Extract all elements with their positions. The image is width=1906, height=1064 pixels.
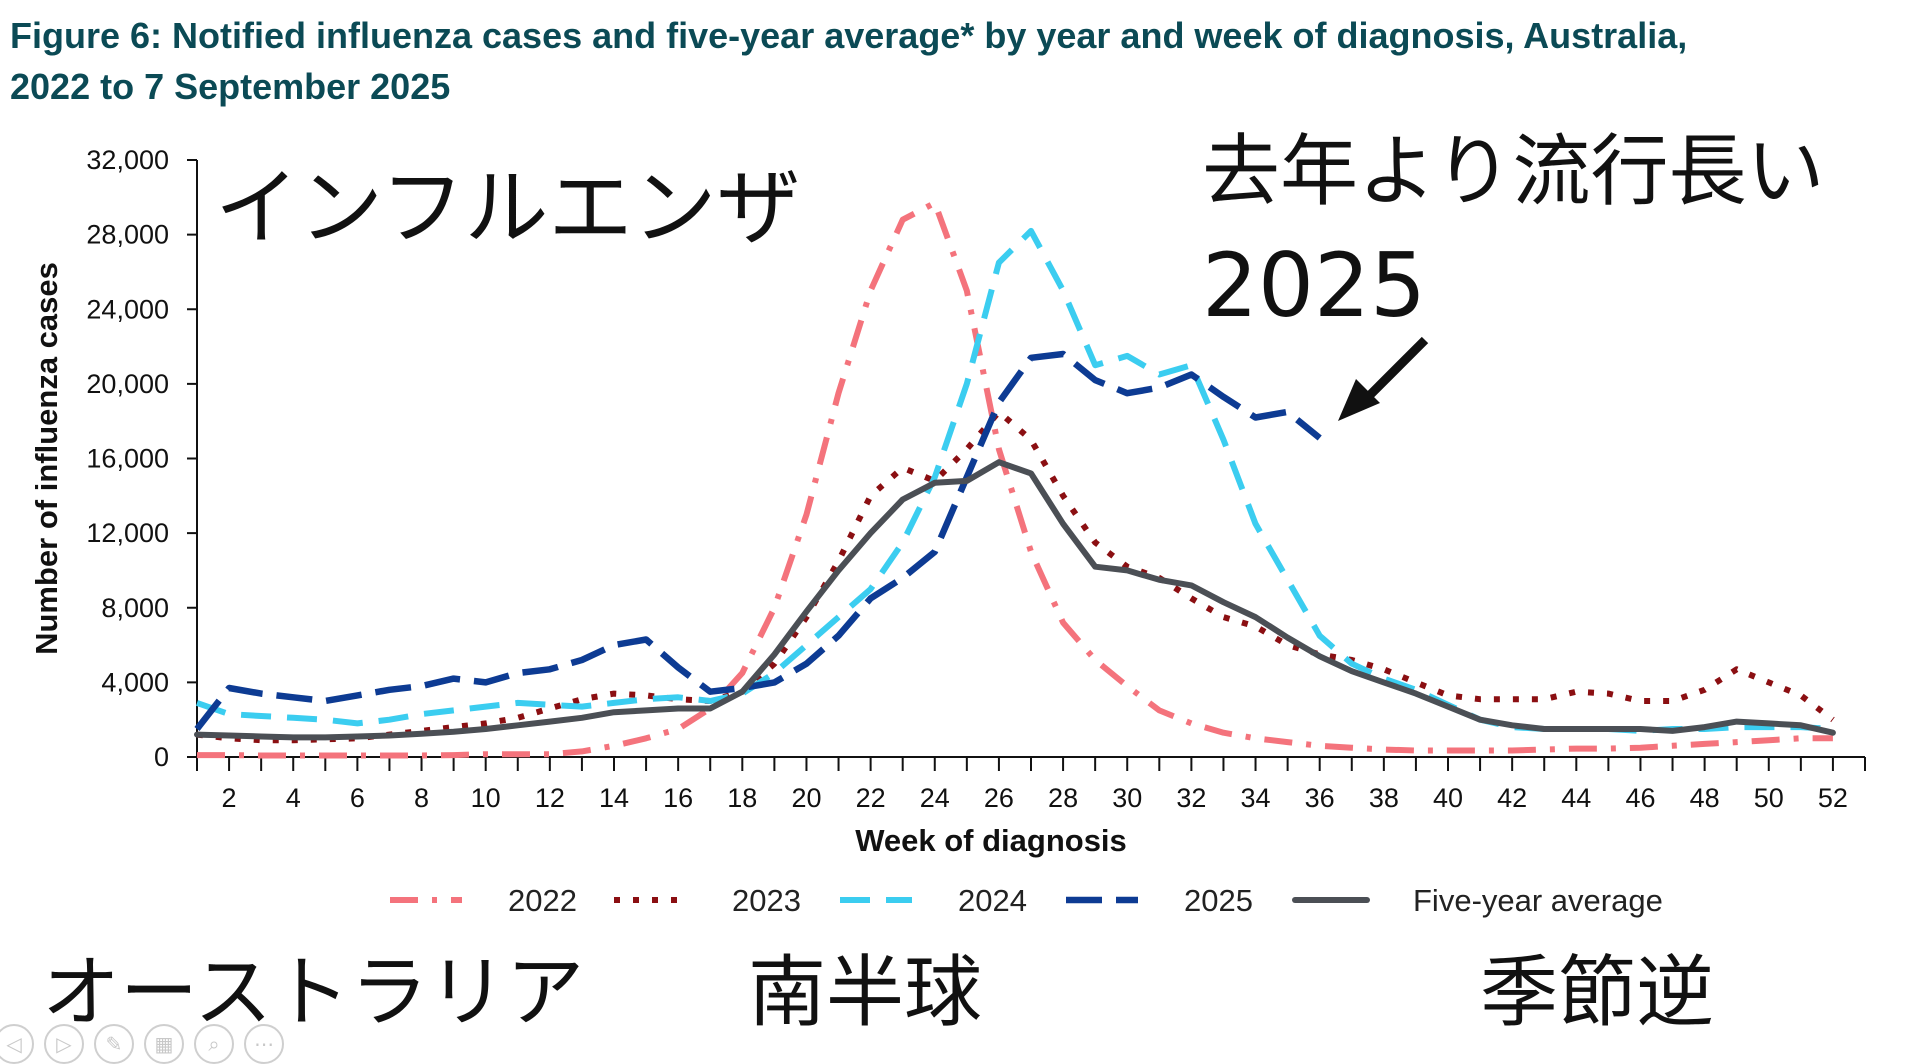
label-longer-than-last-year: 去年より流行長い	[1202, 127, 1825, 217]
x-tick-label: 38	[1369, 783, 1399, 813]
x-tick-label: 52	[1818, 783, 1848, 813]
label-southern-hemisphere: 南半球	[748, 948, 983, 1038]
legend-label-2023: 2023	[732, 883, 801, 918]
x-tick-label: 50	[1754, 783, 1784, 813]
x-tick-label: 40	[1433, 783, 1463, 813]
series-line-five-year-average	[194, 459, 1836, 741]
label-reversed-seasons: 季節逆	[1480, 948, 1715, 1038]
chart-series	[194, 199, 1836, 759]
legend-label-2025: 2025	[1184, 883, 1253, 918]
x-tick-label: 16	[663, 783, 693, 813]
arrow-shaft	[1362, 336, 1429, 403]
zoom-icon[interactable]: ⌕	[194, 1024, 234, 1064]
y-tick-label: 0	[154, 742, 169, 772]
x-tick-label: 18	[727, 783, 757, 813]
y-tick-label: 20,000	[86, 369, 169, 399]
label-2025: 2025	[1202, 234, 1426, 337]
figure-title-line1: Figure 6: Notified influenza cases and f…	[10, 15, 1688, 56]
x-tick-label: 46	[1625, 783, 1655, 813]
x-tick-label: 26	[984, 783, 1014, 813]
x-tick-label: 6	[350, 783, 365, 813]
y-tick-label: 24,000	[86, 294, 169, 324]
prev-icon[interactable]: ◁	[0, 1024, 34, 1064]
x-axis-label: Week of diagnosis	[855, 823, 1127, 858]
slide-toolbar: ◁ ▷ ✎ ▦ ⌕ ⋯	[0, 1024, 284, 1064]
x-tick-label: 34	[1241, 783, 1271, 813]
x-tick-label: 48	[1690, 783, 1720, 813]
legend-label-2022: 2022	[508, 883, 577, 918]
next-icon[interactable]: ▷	[44, 1024, 84, 1064]
label-australia: オーストラリア	[42, 948, 585, 1038]
x-tick-label: 32	[1176, 783, 1206, 813]
x-tick-label: 10	[471, 783, 501, 813]
x-tick-label: 44	[1561, 783, 1591, 813]
y-tick-label: 32,000	[86, 145, 169, 175]
legend-label-2024: 2024	[958, 883, 1027, 918]
x-tick-label: 4	[286, 783, 301, 813]
x-tick-label: 8	[414, 783, 429, 813]
x-tick-label: 12	[535, 783, 565, 813]
series-line-2025	[194, 350, 1322, 732]
x-tick-label: 20	[791, 783, 821, 813]
x-tick-label: 42	[1497, 783, 1527, 813]
series-line-2023	[196, 408, 1835, 744]
x-tick-label: 22	[856, 783, 886, 813]
series-line-2022	[197, 199, 1833, 759]
x-tick-label: 2	[222, 783, 237, 813]
series-line-2024	[196, 227, 1834, 734]
y-tick-label: 8,000	[101, 593, 169, 623]
y-tick-label: 28,000	[86, 220, 169, 250]
x-tick-label: 14	[599, 783, 629, 813]
x-tick-label: 24	[920, 783, 950, 813]
more-icon[interactable]: ⋯	[244, 1024, 284, 1064]
x-tick-label: 36	[1305, 783, 1335, 813]
chart-legend: 2022 2023 2024 2025 Five-year average	[390, 883, 1663, 918]
y-axis-label: Number of influenza cases	[29, 262, 64, 655]
x-tick-label: 28	[1048, 783, 1078, 813]
arrow-head-icon	[1338, 379, 1380, 421]
y-tick-label: 4,000	[101, 667, 169, 697]
figure-title: Figure 6: Notified influenza cases and f…	[10, 10, 1870, 112]
legend-label-five-year-average: Five-year average	[1413, 883, 1663, 918]
pen-icon[interactable]: ✎	[94, 1024, 134, 1064]
x-tick-label: 30	[1112, 783, 1142, 813]
y-tick-label: 16,000	[86, 444, 169, 474]
label-influenza: インフルエンザ	[215, 159, 801, 257]
chart-axes: 0 4,000 8,000 12,000 16,000 20,000 24,000 28,00…	[29, 145, 1866, 858]
figure-title-line2: 2022 to 7 September 2025	[10, 66, 451, 107]
y-tick-label: 12,000	[86, 518, 169, 548]
slides-icon[interactable]: ▦	[144, 1024, 184, 1064]
annotation-arrow	[1338, 336, 1429, 421]
